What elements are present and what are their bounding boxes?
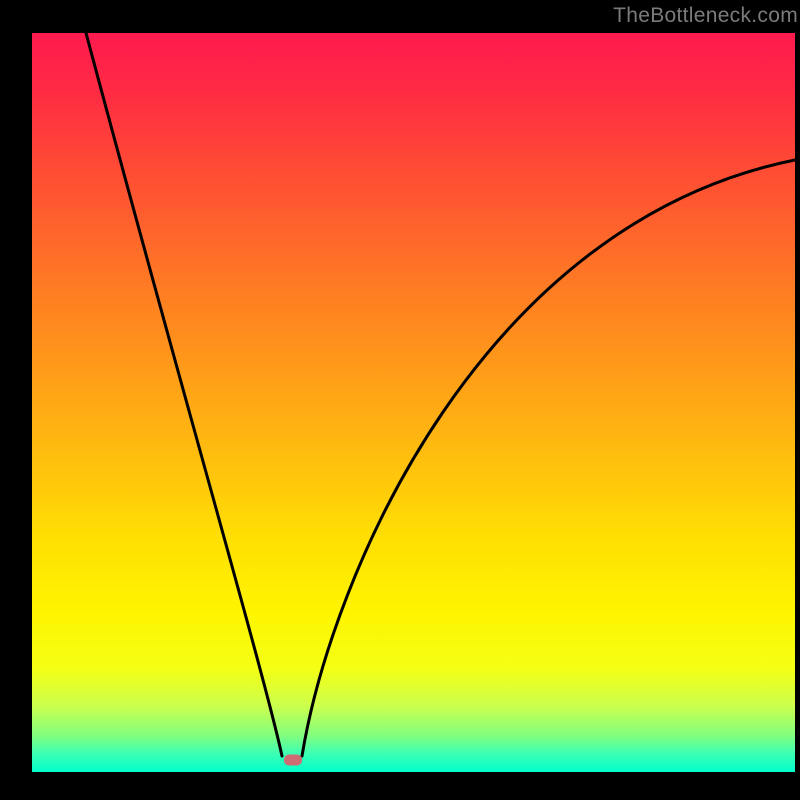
chart-gradient-background [32, 33, 795, 772]
watermark-text: TheBottleneck.com [613, 4, 798, 28]
valley-marker [284, 755, 302, 766]
bottleneck-chart [32, 33, 795, 772]
